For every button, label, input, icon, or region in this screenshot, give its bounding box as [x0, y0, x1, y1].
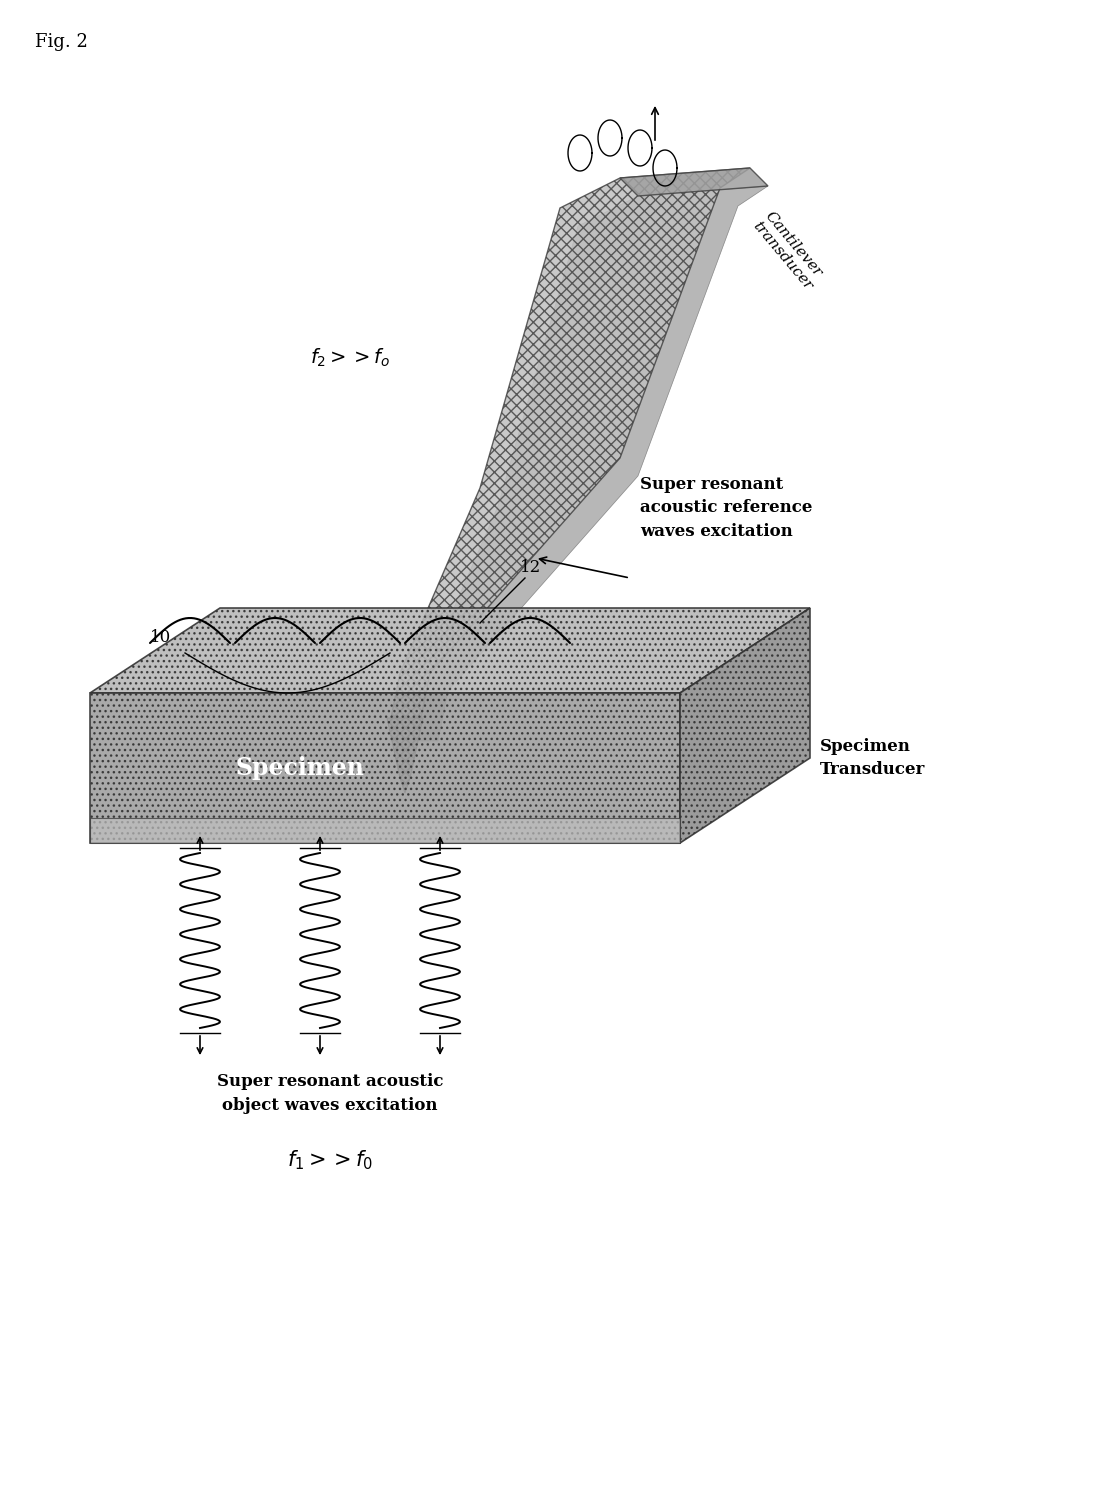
Polygon shape [390, 167, 750, 722]
Text: Super resonant acoustic
object waves excitation: Super resonant acoustic object waves exc… [217, 1074, 443, 1113]
Polygon shape [408, 185, 768, 740]
Text: Fig. 2: Fig. 2 [35, 33, 88, 51]
Text: Super resonant
acoustic reference
waves excitation: Super resonant acoustic reference waves … [640, 477, 812, 540]
Text: 12: 12 [520, 559, 541, 576]
Polygon shape [90, 694, 680, 843]
Text: Cantilever
transducer: Cantilever transducer [750, 208, 827, 293]
Text: Specimen: Specimen [236, 756, 365, 780]
Text: $f_2>>f_o$: $f_2>>f_o$ [310, 347, 390, 369]
Polygon shape [90, 817, 680, 843]
Text: 10: 10 [150, 629, 171, 647]
Polygon shape [387, 718, 423, 793]
Polygon shape [620, 167, 768, 196]
Polygon shape [90, 608, 810, 694]
Polygon shape [680, 608, 810, 843]
Text: $f_1>>f_0$: $f_1>>f_0$ [287, 1148, 373, 1172]
Text: Specimen
Transducer: Specimen Transducer [820, 737, 925, 778]
